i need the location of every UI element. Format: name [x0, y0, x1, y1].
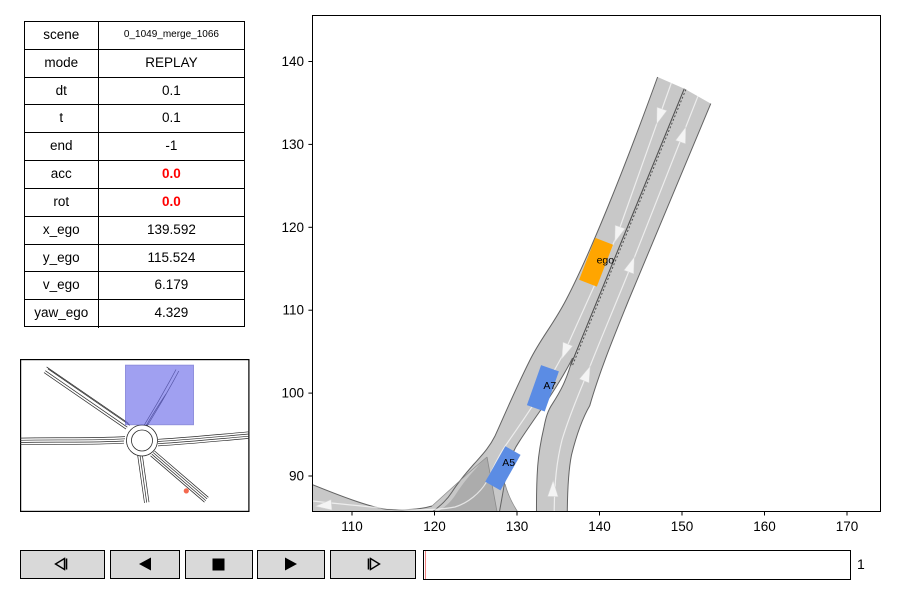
- svg-text:120: 120: [423, 519, 446, 534]
- svg-text:110: 110: [341, 519, 363, 534]
- svg-text:A5: A5: [502, 457, 515, 469]
- svg-text:140: 140: [281, 54, 304, 69]
- svg-text:100: 100: [281, 386, 304, 401]
- svg-text:130: 130: [281, 137, 304, 152]
- svg-text:140: 140: [588, 519, 611, 534]
- svg-text:150: 150: [671, 519, 694, 534]
- svg-text:160: 160: [753, 519, 776, 534]
- svg-text:120: 120: [281, 220, 304, 235]
- svg-text:ego: ego: [597, 255, 615, 267]
- svg-text:110: 110: [282, 303, 304, 318]
- svg-text:130: 130: [506, 519, 529, 534]
- svg-text:170: 170: [836, 519, 859, 534]
- svg-text:A7: A7: [543, 380, 556, 392]
- svg-text:90: 90: [289, 469, 304, 484]
